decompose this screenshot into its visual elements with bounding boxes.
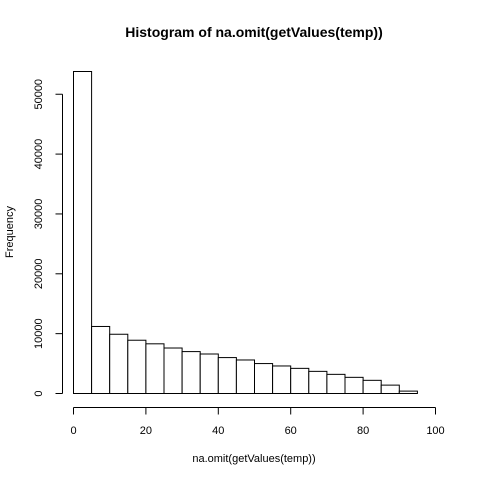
chart-title: Histogram of na.omit(getValues(temp)) <box>125 24 382 40</box>
y-tick-label: 50000 <box>33 79 45 110</box>
x-tick-label: 80 <box>357 425 369 437</box>
histogram-bar <box>163 347 183 395</box>
histogram-bar <box>73 71 93 394</box>
histogram-bar <box>199 353 219 394</box>
histogram-bar <box>308 370 328 394</box>
x-tick-label: 40 <box>212 425 224 437</box>
y-tick-label: 0 <box>33 390 45 396</box>
y-tick-label: 40000 <box>33 139 45 170</box>
histogram-bar <box>235 359 255 395</box>
x-axis: 0 20 40 60 80 100 <box>70 407 445 437</box>
x-tick-label: 60 <box>285 425 297 437</box>
histogram-bar <box>109 333 129 394</box>
histogram-bar <box>290 367 310 394</box>
histogram-bar <box>145 343 165 395</box>
histogram-bar <box>398 390 418 394</box>
x-tick-label: 100 <box>426 425 444 437</box>
y-tick-label: 10000 <box>33 318 45 349</box>
histogram-bar <box>254 363 274 395</box>
x-tick-label: 20 <box>140 425 152 437</box>
histogram-bar <box>127 339 147 395</box>
histogram-bars <box>73 71 418 395</box>
y-tick-label: 20000 <box>33 259 45 290</box>
histogram-bar <box>344 376 364 394</box>
x-tick-label: 0 <box>70 425 76 437</box>
histogram-bar <box>362 379 382 394</box>
y-axis-label: Frequency <box>4 206 16 258</box>
histogram-bar <box>217 357 237 394</box>
y-axis: 0 10000 20000 30000 40000 50000 <box>33 79 63 397</box>
histogram-bar <box>380 384 400 394</box>
histogram-bar <box>91 325 111 394</box>
histogram-bar <box>326 373 346 395</box>
y-tick-label: 30000 <box>33 199 45 230</box>
x-axis-label: na.omit(getValues(temp)) <box>192 453 315 465</box>
histogram-bar <box>272 365 292 395</box>
histogram-bar <box>181 351 201 395</box>
